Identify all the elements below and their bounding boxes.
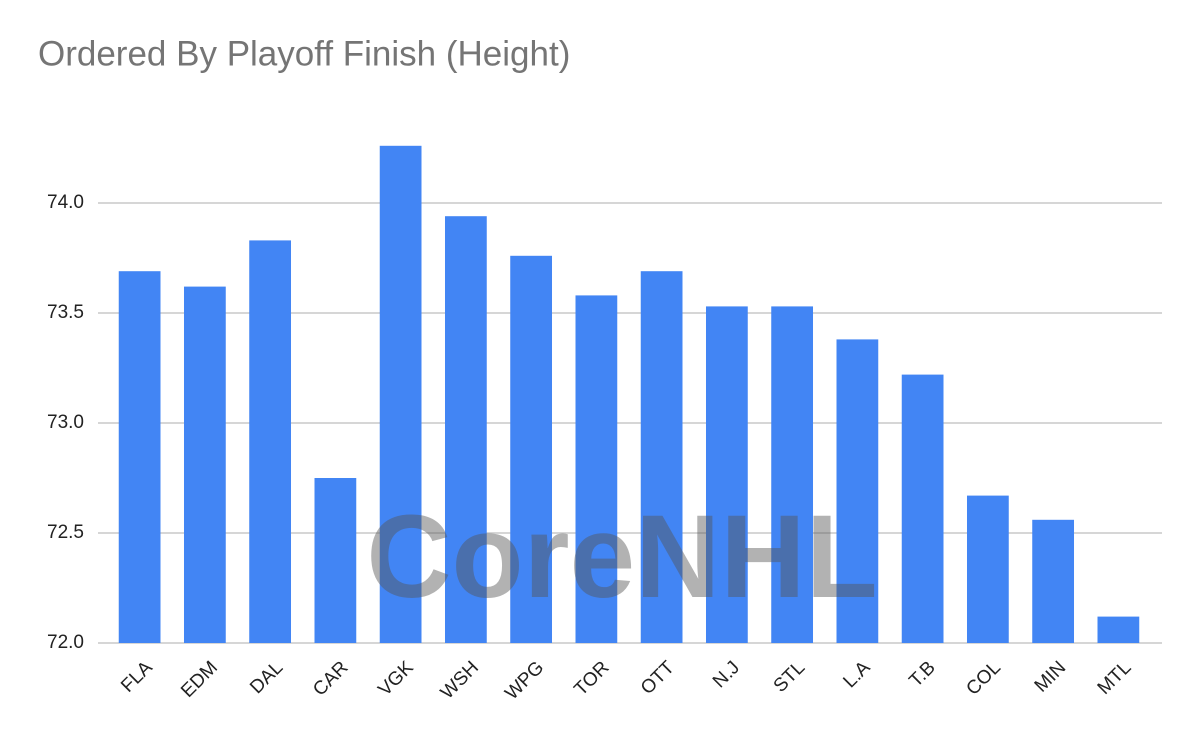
x-tick-label: TOR <box>570 657 613 700</box>
x-tick-label: T.B <box>905 657 939 691</box>
x-tick-label: CAR <box>309 657 352 700</box>
x-tick-label: L.A <box>839 657 874 692</box>
x-tick-label: N.J <box>709 657 744 692</box>
x-tick-label: COL <box>962 657 1004 699</box>
bar <box>836 339 879 643</box>
x-tick-label: VGK <box>374 657 417 700</box>
bar <box>575 295 618 643</box>
x-tick-label: MIN <box>1031 657 1070 696</box>
bar <box>771 306 814 643</box>
x-tick-label: MTL <box>1094 657 1136 699</box>
x-tick-label: STL <box>770 657 809 696</box>
x-tick-label: WSH <box>437 657 483 703</box>
bar <box>249 240 292 643</box>
bar <box>510 255 553 644</box>
bar <box>901 374 944 643</box>
y-tick-label: 74.0 <box>47 192 84 213</box>
x-tick-label: FLA <box>117 657 157 697</box>
bar <box>1032 519 1075 643</box>
bar <box>183 286 226 643</box>
y-tick-label: 73.5 <box>47 302 84 323</box>
bar <box>314 478 357 643</box>
bar <box>118 271 161 643</box>
chart-title: Ordered By Playoff Finish (Height) <box>38 34 570 73</box>
watermark: CoreNHL <box>366 491 877 623</box>
x-tick-label: WPG <box>501 657 548 704</box>
y-tick-label: 72.5 <box>47 522 84 543</box>
bar <box>444 216 487 643</box>
bar <box>1097 616 1140 643</box>
y-tick-label: 72.0 <box>47 632 84 653</box>
bar <box>966 495 1009 643</box>
y-tick-label: 73.0 <box>47 412 84 433</box>
bar <box>705 306 748 643</box>
x-tick-label: EDM <box>177 657 222 702</box>
x-tick-label: DAL <box>246 657 287 698</box>
x-tick-label: OTT <box>637 657 679 699</box>
bar <box>379 145 422 644</box>
bar <box>640 271 683 643</box>
